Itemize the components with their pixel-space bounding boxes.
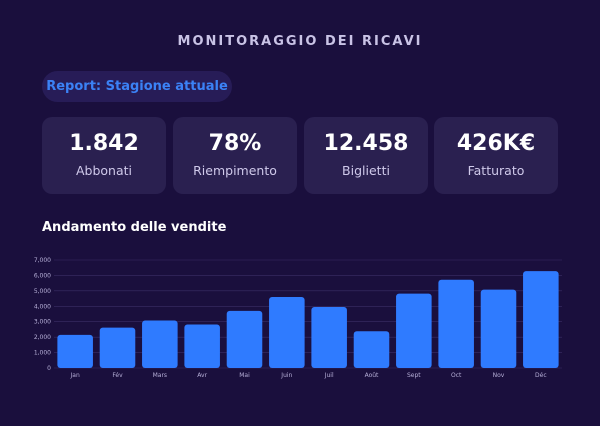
chart-title: Andamento delle vendite: [42, 220, 227, 235]
kpi-value: 12.458: [323, 131, 409, 156]
bar-août: [353, 331, 390, 368]
bar-oct: [438, 279, 474, 368]
kpi-label: Riempimento: [193, 163, 277, 178]
bar-avr: [184, 324, 220, 368]
x-tick-label: Fév: [112, 372, 123, 379]
x-tick-label: Mars: [153, 372, 167, 379]
x-tick-label: Juin: [280, 372, 292, 379]
sales-bar-chart: 0 1,000 2,000 3,000 4,000 5,000 6,000 7,000 Jan F…: [34, 257, 562, 379]
bar-mai: [226, 310, 263, 368]
kpi-value: 426K€: [456, 131, 536, 156]
x-tick-label: Oct: [451, 372, 462, 379]
bar-nov: [480, 289, 517, 368]
kpi-card-occupancy: 78% Riempimento: [173, 117, 297, 194]
y-tick-label: 3,000: [34, 319, 51, 326]
bar-sept: [396, 293, 432, 368]
x-tick-label: Avr: [197, 372, 207, 379]
bar-juin: [269, 297, 305, 368]
report-season-label: Report: Stagione attuale: [46, 79, 228, 94]
y-tick-label: 4,000: [34, 303, 51, 310]
y-tick-label: 0: [47, 365, 51, 372]
y-tick-label: 6,000: [34, 272, 51, 279]
x-tick-label: Déc: [535, 372, 547, 379]
bar-mars: [142, 320, 178, 368]
y-tick-label: 7,000: [34, 257, 51, 264]
y-tick-label: 1,000: [34, 350, 51, 357]
x-tick-label: Sept: [407, 372, 421, 379]
kpi-value: 1.842: [69, 131, 139, 156]
kpi-label: Abbonati: [75, 163, 133, 178]
x-tick-label: Mai: [239, 372, 250, 379]
kpi-card-revenue: 426K€ Fatturato: [434, 117, 558, 194]
bar-fév: [99, 327, 136, 368]
bar-juil: [311, 307, 347, 368]
kpi-value: 78%: [208, 131, 262, 156]
kpi-label: Fatturato: [467, 163, 525, 178]
page-title: MONITORAGGIO DEI RICAVI: [177, 34, 423, 49]
y-tick-label: 5,000: [34, 288, 51, 295]
kpi-card-subscribers: 1.842 Abbonati: [42, 117, 166, 194]
kpi-label: Biglietti: [342, 163, 390, 178]
x-tick-label: Jan: [70, 372, 80, 379]
bar-jan: [57, 334, 93, 368]
x-tick-label: Août: [365, 372, 379, 379]
x-tick-label: Nov: [493, 372, 505, 379]
bar-déc: [523, 271, 559, 368]
x-tick-label: Juil: [324, 372, 334, 379]
y-tick-label: 2,000: [34, 334, 51, 341]
kpi-card-tickets: 12.458 Biglietti: [304, 117, 428, 194]
report-season-button[interactable]: Report: Stagione attuale: [42, 71, 232, 102]
